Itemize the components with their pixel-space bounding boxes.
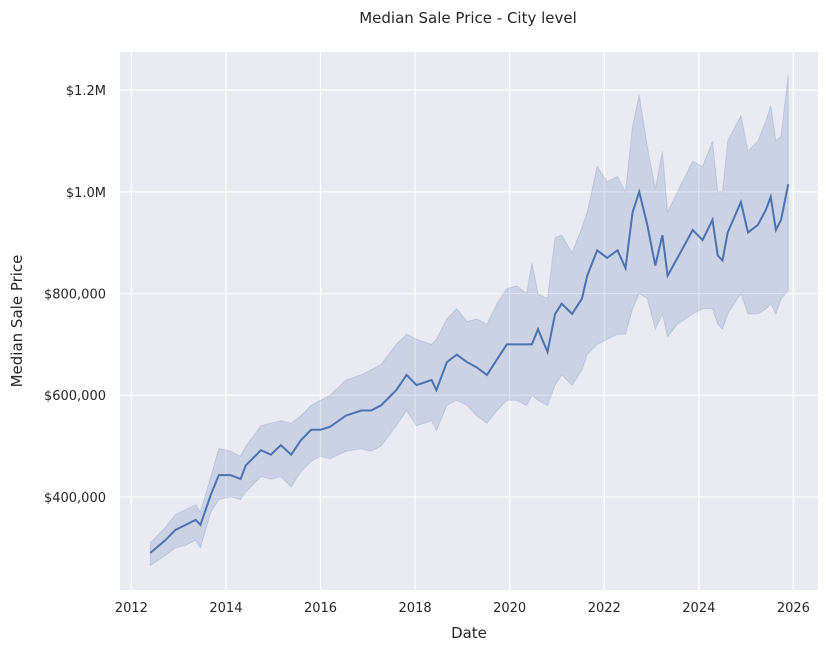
y-tick-label: $1.0M: [66, 186, 106, 201]
y-axis-label: Median Sale Price: [8, 255, 26, 388]
y-tick-label: $1.2M: [66, 84, 106, 99]
x-axis-label: Date: [451, 624, 487, 642]
y-tick-label: $600,000: [44, 389, 106, 404]
chart-title: Median Sale Price - City level: [359, 9, 577, 27]
x-tick-label: 2016: [304, 601, 337, 616]
y-tick-label: $400,000: [44, 491, 106, 506]
plot-area: [120, 52, 818, 590]
x-tick-label: 2012: [115, 601, 148, 616]
confidence-band: [149, 74, 789, 567]
x-tick-label: 2020: [493, 601, 526, 616]
x-tick-label: 2024: [682, 601, 715, 616]
x-tick-label: 2014: [209, 601, 242, 616]
median-price-line: [149, 184, 790, 554]
x-tick-label: 2022: [588, 601, 621, 616]
x-tick-label: 2018: [399, 601, 432, 616]
x-tick-label: 2026: [777, 601, 810, 616]
y-tick-label: $800,000: [44, 288, 106, 303]
